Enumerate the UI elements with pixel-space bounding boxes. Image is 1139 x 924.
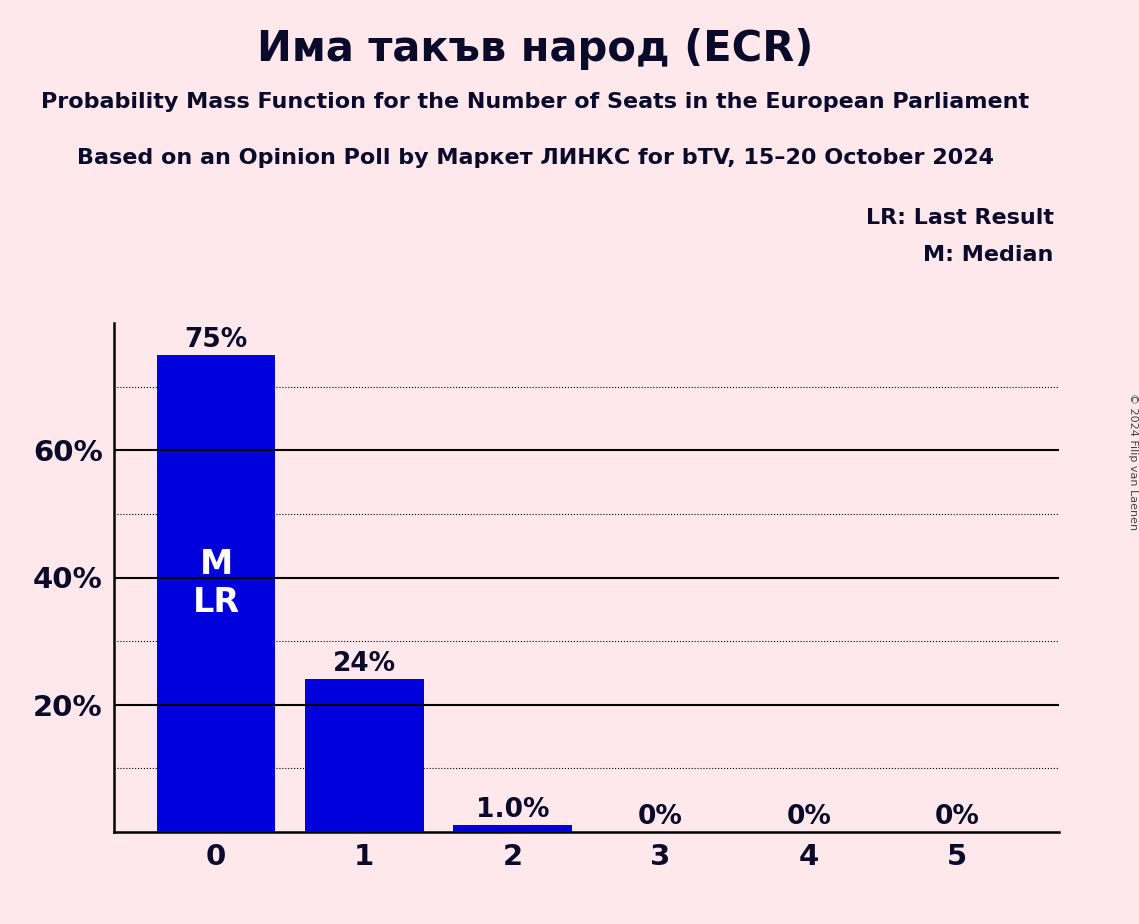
Bar — [453, 825, 572, 832]
Text: Based on an Opinion Poll by Маркет ЛИНКС for bTV, 15–20 October 2024: Based on an Opinion Poll by Маркет ЛИНКС… — [76, 148, 994, 168]
Text: LR: LR — [192, 587, 239, 619]
Text: LR: Last Result: LR: Last Result — [866, 208, 1054, 228]
Text: 24%: 24% — [333, 651, 396, 677]
Text: 75%: 75% — [185, 327, 248, 353]
Text: 0%: 0% — [786, 804, 831, 830]
Text: 1.0%: 1.0% — [476, 797, 549, 823]
Text: © 2024 Filip van Laenen: © 2024 Filip van Laenen — [1129, 394, 1138, 530]
Bar — [157, 355, 276, 832]
Bar — [305, 679, 424, 832]
Text: Probability Mass Function for the Number of Seats in the European Parliament: Probability Mass Function for the Number… — [41, 92, 1030, 113]
Text: 0%: 0% — [638, 804, 683, 830]
Text: M: Median: M: Median — [924, 245, 1054, 265]
Text: M: M — [199, 548, 232, 581]
Text: Има такъв народ (ECR): Има такъв народ (ECR) — [257, 28, 813, 69]
Text: 0%: 0% — [935, 804, 980, 830]
